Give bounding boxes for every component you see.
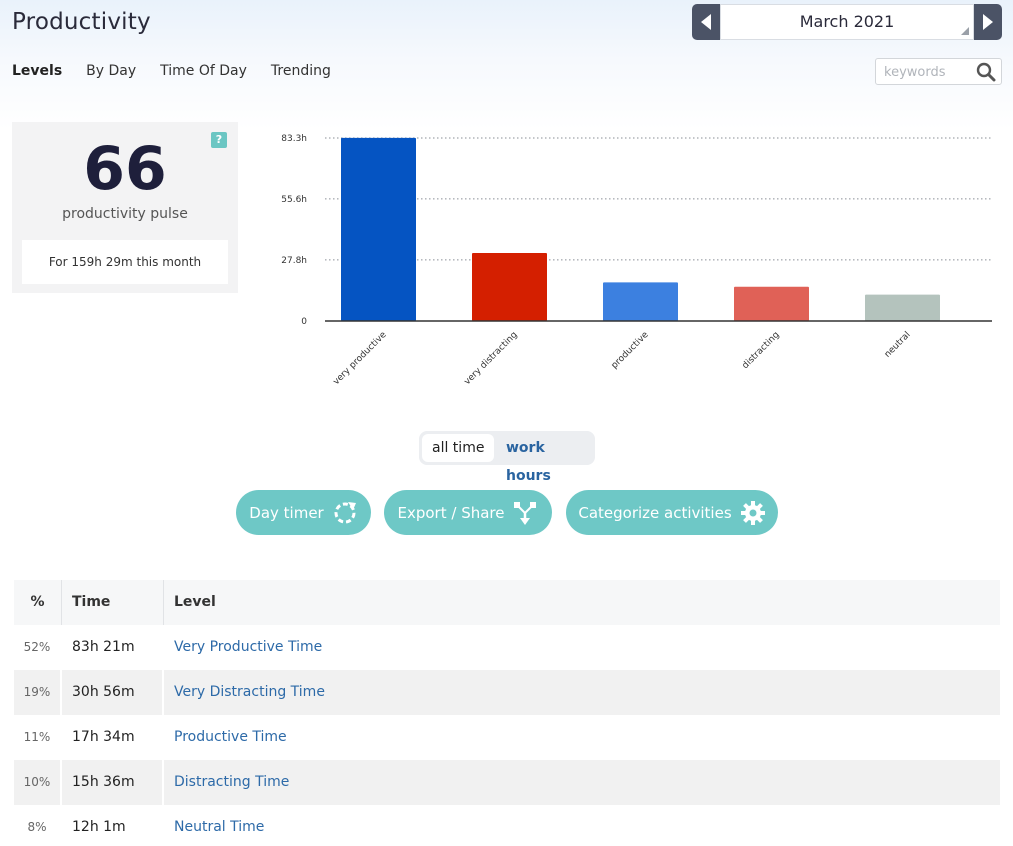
table-row: 8% 12h 1m Neutral Time [14,805,1000,846]
day-timer-button[interactable]: Day timer [236,490,371,535]
bar-productive[interactable] [603,282,678,321]
help-icon[interactable]: ? [211,132,227,148]
row-percent: 52% [14,625,62,670]
row-time: 12h 1m [62,805,164,846]
day-timer-label: Day timer [249,503,324,522]
y-tick-label: 83.3h [281,134,307,144]
row-percent: 11% [14,715,62,760]
productivity-pulse-card: ? 66 productivity pulse For 159h 29m thi… [12,122,238,293]
pulse-period: For 159h 29m this month [22,240,228,284]
chevron-left-icon [701,14,711,30]
pulse-label: productivity pulse [62,206,188,222]
page-title: Productivity [12,9,151,35]
productivity-levels-bar-chart: 0 27.8h 55.6h 83.3h very productive very dist… [281,134,992,387]
view-tabs: Levels By Day Time Of Day Trending [12,63,355,79]
previous-month-button[interactable] [692,4,720,40]
bar-very-productive[interactable] [341,137,416,321]
row-level-link[interactable]: Productive Time [174,729,287,745]
tab-by-day[interactable]: By Day [86,63,137,79]
categorize-activities-button[interactable]: Categorize activities [566,490,778,535]
row-percent: 8% [14,805,62,846]
row-time: 30h 56m [62,670,164,715]
x-tick-label: neutral [883,330,913,360]
tab-levels[interactable]: Levels [12,63,63,79]
y-tick-label: 55.6h [281,195,307,205]
row-percent: 10% [14,760,62,805]
row-level-link[interactable]: Distracting Time [174,774,290,790]
row-level-link[interactable]: Very Distracting Time [174,684,325,700]
resize-handle-icon [961,27,969,35]
row-time: 17h 34m [62,715,164,760]
y-tick-label: 27.8h [281,256,307,266]
search-input[interactable] [884,64,976,80]
table-row: 52% 83h 21m Very Productive Time [14,625,1000,670]
time-range-toggle: all time work hours [419,431,595,484]
categorize-label: Categorize activities [578,503,732,522]
table-row: 19% 30h 56m Very Distracting Time [14,670,1000,715]
bar-neutral[interactable] [865,294,940,321]
column-header-percent[interactable]: % [14,580,62,625]
column-header-time[interactable]: Time [62,580,164,625]
row-time: 15h 36m [62,760,164,805]
x-tick-label: distracting [741,330,782,371]
search-icon[interactable] [976,62,996,82]
y-tick-label: 0 [301,317,307,327]
share-icon [514,501,537,525]
month-navigator: March 2021 [692,4,1002,40]
toggle-work-hours[interactable]: work hours [506,440,551,484]
toggle-all-time[interactable]: all time [422,434,495,462]
tab-time-of-day[interactable]: Time Of Day [160,63,247,79]
levels-table: % Time Level 52% 83h 21m Very Productive… [14,580,1000,846]
gear-icon [740,500,765,525]
bar-very-distracting[interactable] [472,253,547,321]
search-box [875,58,1002,85]
row-level-link[interactable]: Very Productive Time [174,639,323,655]
column-header-level[interactable]: Level [174,594,216,610]
refresh-icon [334,501,356,523]
pulse-score: 66 [83,134,167,204]
table-row: 11% 17h 34m Productive Time [14,715,1000,760]
chevron-right-icon [983,14,993,30]
row-time: 83h 21m [62,625,164,670]
row-level-link[interactable]: Neutral Time [174,819,265,835]
table-row: 10% 15h 36m Distracting Time [14,760,1000,805]
row-percent: 19% [14,670,62,715]
tab-trending[interactable]: Trending [270,63,331,79]
x-tick-label: very distracting [462,330,519,387]
next-month-button[interactable] [974,4,1002,40]
month-select[interactable]: March 2021 [720,4,974,40]
bar-distracting[interactable] [734,286,809,321]
x-tick-label: productive [610,330,651,371]
table-header: % Time Level [14,580,1000,625]
x-tick-label: very productive [332,330,389,387]
export-share-button[interactable]: Export / Share [384,490,552,535]
current-month: March 2021 [799,12,895,31]
export-share-label: Export / Share [397,503,505,522]
